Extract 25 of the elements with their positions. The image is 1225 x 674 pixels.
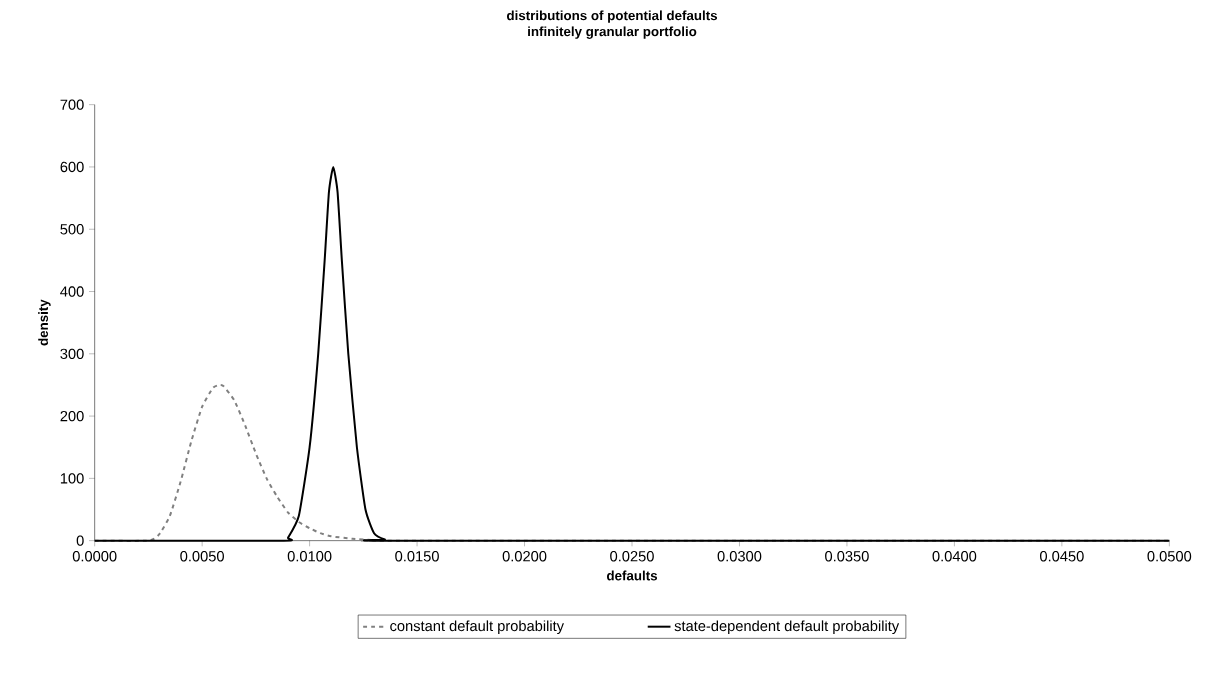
y-tick-label: 400	[60, 286, 84, 297]
x-tick-label: 0.0300	[717, 551, 762, 562]
y-tick-label: 200	[60, 410, 84, 422]
chart-title: distributions of potential defaults	[507, 10, 718, 23]
x-tick-label: 0.0400	[932, 551, 977, 562]
y-tick-label: 0	[76, 535, 84, 546]
y-tick-label: 600	[60, 161, 84, 173]
legend-label: state-dependent default probability	[674, 620, 900, 635]
x-tick-label: 0.0050	[180, 551, 224, 562]
y-tick-label: 300	[60, 348, 84, 359]
x-tick-label: 0.0100	[287, 551, 332, 562]
x-tick-label: 0.0150	[395, 551, 439, 562]
y-axis-title: density	[38, 299, 51, 346]
x-tick-label: 0.0200	[502, 551, 547, 562]
x-tick-label: 0.0250	[610, 551, 654, 562]
x-tick-label: 0.0350	[825, 551, 869, 562]
legend-label: constant default probability	[390, 620, 564, 635]
y-tick-label: 500	[60, 224, 84, 235]
chart-subtitle: infinitely granular portfolio	[528, 26, 697, 39]
y-tick-label: 700	[60, 99, 84, 110]
x-axis-title: defaults	[606, 570, 658, 581]
x-tick-label: 0.0500	[1147, 551, 1192, 562]
x-tick-label: 0.0000	[72, 551, 117, 562]
x-tick-label: 0.0450	[1040, 551, 1084, 562]
y-tick-label: 100	[60, 473, 84, 484]
